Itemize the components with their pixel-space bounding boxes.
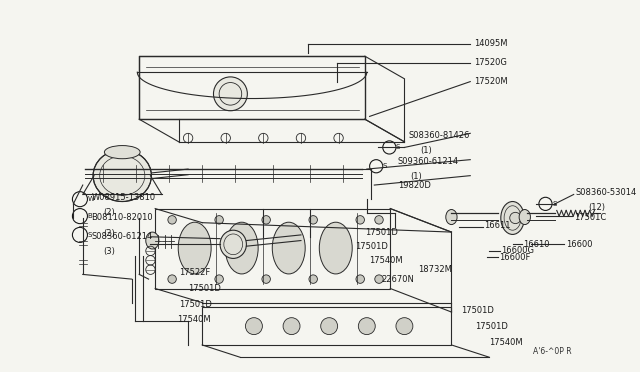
Circle shape bbox=[356, 216, 364, 224]
Text: 17501D: 17501D bbox=[188, 284, 221, 293]
Ellipse shape bbox=[93, 150, 152, 202]
Ellipse shape bbox=[146, 232, 159, 249]
Ellipse shape bbox=[272, 222, 305, 274]
Text: W: W bbox=[88, 196, 94, 202]
Ellipse shape bbox=[104, 145, 140, 159]
Circle shape bbox=[246, 318, 262, 334]
Text: 17501D: 17501D bbox=[355, 242, 388, 251]
Text: B: B bbox=[88, 213, 92, 219]
Text: 17501C: 17501C bbox=[573, 214, 606, 222]
Circle shape bbox=[309, 216, 317, 224]
Circle shape bbox=[358, 318, 375, 334]
Text: (1): (1) bbox=[420, 146, 432, 155]
Ellipse shape bbox=[519, 209, 531, 225]
Text: (12): (12) bbox=[588, 203, 605, 212]
Circle shape bbox=[215, 275, 223, 283]
Text: S08360-81426: S08360-81426 bbox=[408, 131, 470, 140]
Text: W08915-13810: W08915-13810 bbox=[92, 193, 156, 202]
Circle shape bbox=[168, 275, 177, 283]
Text: 17540M: 17540M bbox=[369, 256, 403, 265]
Circle shape bbox=[214, 77, 247, 111]
Circle shape bbox=[283, 318, 300, 334]
Circle shape bbox=[262, 216, 270, 224]
Circle shape bbox=[375, 275, 383, 283]
Text: S: S bbox=[396, 144, 400, 150]
Text: 17520G: 17520G bbox=[474, 58, 507, 67]
Circle shape bbox=[168, 216, 177, 224]
Text: S: S bbox=[552, 201, 556, 207]
Text: A'6-^0P R: A'6-^0P R bbox=[533, 347, 572, 356]
Circle shape bbox=[356, 275, 364, 283]
Ellipse shape bbox=[501, 202, 524, 234]
Ellipse shape bbox=[178, 222, 211, 274]
Text: 19820D: 19820D bbox=[398, 182, 431, 190]
Text: B08110-82010: B08110-82010 bbox=[92, 214, 153, 222]
Text: 17522F: 17522F bbox=[179, 268, 210, 277]
Text: 16610: 16610 bbox=[523, 240, 549, 249]
Text: 17540M: 17540M bbox=[489, 338, 523, 347]
Text: (3): (3) bbox=[104, 247, 115, 256]
Text: 14095M: 14095M bbox=[474, 39, 508, 48]
Circle shape bbox=[262, 275, 270, 283]
Text: 17520M: 17520M bbox=[474, 77, 508, 86]
Text: 17540M: 17540M bbox=[177, 315, 211, 324]
Ellipse shape bbox=[446, 209, 457, 225]
Text: (1): (1) bbox=[410, 172, 422, 181]
Text: S09360-61214: S09360-61214 bbox=[398, 157, 459, 166]
Text: 17501D: 17501D bbox=[461, 306, 493, 315]
Circle shape bbox=[396, 318, 413, 334]
Text: 16600G: 16600G bbox=[501, 246, 534, 256]
Ellipse shape bbox=[225, 222, 258, 274]
Text: 22670N: 22670N bbox=[381, 275, 414, 283]
Text: 16611: 16611 bbox=[484, 221, 511, 230]
Circle shape bbox=[215, 216, 223, 224]
Circle shape bbox=[509, 212, 521, 224]
Text: 17501D: 17501D bbox=[365, 228, 398, 237]
Text: 16600: 16600 bbox=[566, 240, 593, 249]
Text: S: S bbox=[88, 232, 92, 238]
Circle shape bbox=[321, 318, 338, 334]
Text: 17501D: 17501D bbox=[475, 322, 508, 331]
Text: (2): (2) bbox=[104, 208, 115, 217]
Text: 16600F: 16600F bbox=[499, 253, 531, 262]
Circle shape bbox=[375, 216, 383, 224]
Circle shape bbox=[309, 275, 317, 283]
Text: 18732M: 18732M bbox=[419, 265, 452, 274]
Ellipse shape bbox=[319, 222, 352, 274]
Text: S08360-61214: S08360-61214 bbox=[92, 232, 152, 241]
Text: S: S bbox=[383, 163, 387, 169]
Ellipse shape bbox=[220, 230, 246, 259]
Text: S08360-53014: S08360-53014 bbox=[575, 188, 637, 197]
Text: 17501D: 17501D bbox=[179, 300, 212, 309]
Text: (2): (2) bbox=[104, 228, 115, 238]
